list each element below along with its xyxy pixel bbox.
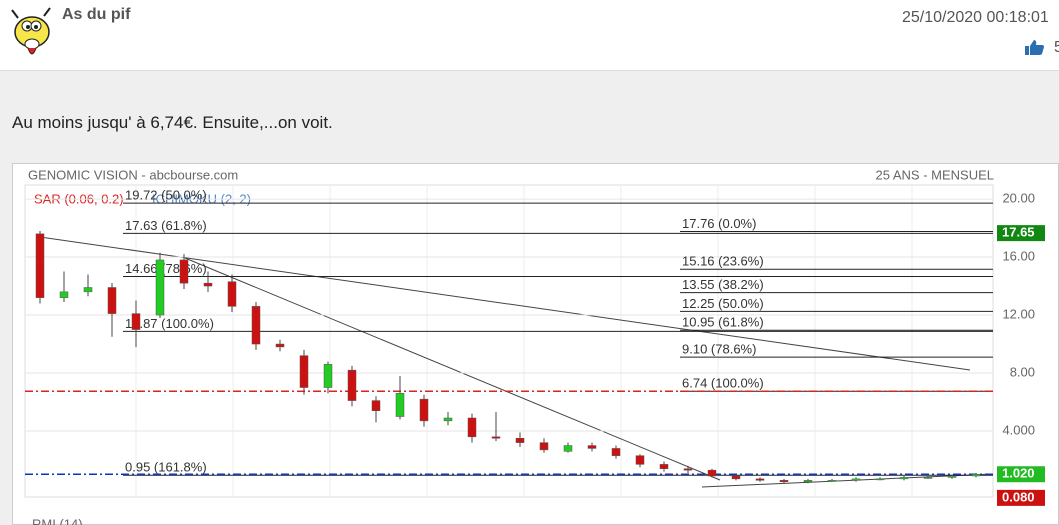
candle-body bbox=[515, 438, 525, 443]
like-count: 5 bbox=[1054, 39, 1059, 56]
candle-body bbox=[131, 313, 141, 330]
candle-body bbox=[635, 455, 645, 465]
fib-label: 12.25 (50.0%) bbox=[682, 296, 764, 311]
candle-body bbox=[371, 400, 381, 411]
candle-body bbox=[347, 369, 357, 401]
price-tag bbox=[997, 466, 1045, 483]
fib-label: 10.95 (61.8%) bbox=[682, 315, 764, 330]
y-tick-label: 20.00 bbox=[1002, 191, 1035, 206]
fib-label: 17.76 (0.0%) bbox=[682, 216, 756, 231]
candle-body bbox=[107, 287, 117, 314]
candle-body bbox=[59, 291, 69, 298]
y-tick-label: 8.00 bbox=[1010, 364, 1035, 379]
fib-label: 14.66 (78.6%) bbox=[125, 261, 207, 276]
candle-body bbox=[467, 417, 477, 438]
candle-body bbox=[707, 469, 717, 477]
time-grid bbox=[135, 185, 913, 497]
fib-label: 17.63 (61.8%) bbox=[125, 218, 207, 233]
trend-lines bbox=[39, 236, 994, 488]
candle-body bbox=[875, 478, 885, 481]
candle-body bbox=[203, 282, 213, 287]
avatar[interactable] bbox=[6, 4, 56, 66]
candle-body bbox=[779, 480, 789, 483]
lower-panel-title: RMI (14) bbox=[32, 516, 83, 525]
fib-label: 9.10 (78.6%) bbox=[682, 342, 756, 357]
candle-body bbox=[755, 478, 765, 481]
candle-body bbox=[227, 281, 237, 307]
price-tag-label: 17.65 bbox=[1002, 225, 1035, 240]
y-tick-label: 4.000 bbox=[1002, 422, 1035, 437]
candle-body bbox=[491, 436, 501, 439]
candle-body bbox=[395, 393, 405, 417]
candle-body bbox=[827, 480, 837, 482]
fib-label: 13.55 (38.2%) bbox=[682, 277, 764, 292]
candle-body bbox=[659, 464, 669, 469]
price-tag bbox=[997, 225, 1045, 242]
candle-body bbox=[323, 364, 333, 388]
candle-body bbox=[539, 442, 549, 451]
candle-body bbox=[803, 480, 813, 483]
price-tag-label: 1.020 bbox=[1002, 466, 1035, 481]
candle-body bbox=[83, 287, 93, 293]
fib-label: 0.95 (161.8%) bbox=[125, 460, 207, 475]
price-tag bbox=[997, 489, 1045, 506]
candle-body bbox=[251, 306, 261, 345]
post-date: 25/10/2020 00:18:01 bbox=[902, 9, 1049, 26]
y-tick-label: 16.00 bbox=[1002, 248, 1035, 263]
candle-body bbox=[899, 477, 909, 480]
candle-body bbox=[923, 477, 933, 479]
fib-label: 10.87 (100.0%) bbox=[125, 316, 214, 331]
post-text: Au moins jusqu' à 6,74€. Ensuite,...on v… bbox=[12, 113, 333, 132]
candle-body bbox=[851, 478, 861, 481]
candle-body bbox=[275, 343, 285, 348]
chart: GENOMIC VISION - abcbourse.com 25 ANS - … bbox=[12, 163, 1059, 525]
like-icon[interactable] bbox=[1024, 38, 1046, 56]
price-tag-label: 0.080 bbox=[1002, 489, 1035, 504]
fib-label: 15.16 (23.6%) bbox=[682, 254, 764, 269]
fib-label: 6.74 (100.0%) bbox=[682, 376, 764, 391]
candle-body bbox=[563, 445, 573, 452]
candle-body bbox=[155, 259, 165, 316]
candle-body bbox=[587, 445, 597, 449]
candle-body bbox=[35, 233, 45, 298]
candle-body bbox=[419, 398, 429, 422]
candle-body bbox=[947, 475, 957, 478]
chart-title: GENOMIC VISION - abcbourse.com bbox=[28, 167, 238, 182]
candle-body bbox=[683, 468, 693, 471]
candle-body bbox=[611, 448, 621, 456]
candle-body bbox=[443, 417, 453, 422]
author[interactable]: As du pif bbox=[62, 6, 131, 23]
fib-label: 19.72 (50.0%) bbox=[125, 188, 207, 203]
candle-body bbox=[179, 259, 189, 284]
plot-frame bbox=[24, 184, 994, 498]
candle-body bbox=[971, 473, 981, 477]
candle-body bbox=[299, 355, 309, 388]
candle-body bbox=[731, 475, 741, 480]
chart-subtitle: 25 ANS - MENSUEL bbox=[876, 167, 995, 182]
post-header: As du pif 25/10/2020 00:18:01 5 bbox=[0, 0, 1059, 71]
y-tick-label: 12.00 bbox=[1002, 306, 1035, 321]
